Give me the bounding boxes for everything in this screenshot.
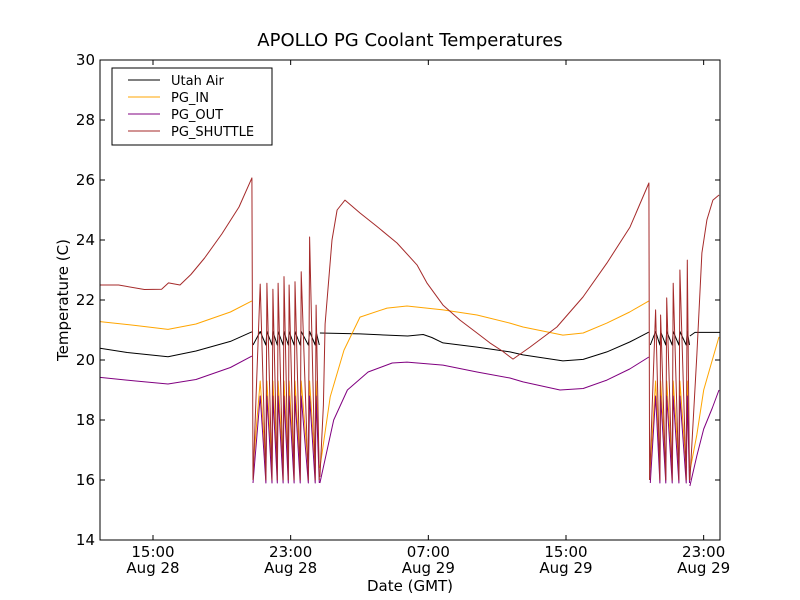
series-line (689, 331, 720, 337)
series-pg-shuttle (100, 177, 720, 481)
series-line (649, 331, 690, 346)
y-tick-label: 28 (76, 111, 95, 129)
x-tick-label-time: 15:00 (131, 543, 174, 561)
y-axis: 14 16 18 20 22 24 26 28 30 (76, 51, 720, 549)
y-tick-label: 18 (76, 411, 95, 429)
x-tick-label-date: Aug 29 (677, 559, 730, 577)
x-tick-label-date: Aug 29 (539, 559, 592, 577)
series-line (689, 336, 720, 472)
y-tick-label: 14 (76, 531, 95, 549)
legend-label: PG_SHUTTLE (171, 125, 254, 140)
series-line (649, 395, 690, 484)
y-tick-label: 24 (76, 231, 95, 249)
legend-label: PG_OUT (171, 108, 223, 123)
series-line (252, 236, 320, 481)
series-line (100, 300, 253, 330)
legend-box (111, 67, 273, 146)
series-line (100, 331, 253, 358)
series-line (649, 259, 690, 481)
legend: Utah Air PG_IN PG_OUT PG_SHUTTLE (111, 67, 273, 146)
x-tick-label-date: Aug 29 (402, 559, 455, 577)
series-line (689, 194, 720, 481)
series-line (319, 182, 651, 481)
y-tick-label: 26 (76, 171, 95, 189)
x-tick-label-date: Aug 28 (264, 559, 317, 577)
x-tick-label-time: 23:00 (269, 543, 312, 561)
y-tick-label: 30 (76, 51, 95, 69)
y-axis-label: Temperature (C) (54, 239, 72, 362)
y-tick-label: 16 (76, 471, 95, 489)
series-line (689, 389, 720, 487)
series-line (319, 356, 650, 484)
x-tick-label-date: Aug 28 (126, 559, 179, 577)
x-axis-label: Date (GMT) (367, 577, 453, 595)
x-tick-label-time: 15:00 (544, 543, 587, 561)
x-tick-label-time: 07:00 (407, 543, 450, 561)
series-layer (100, 177, 720, 487)
y-tick-label: 20 (76, 351, 95, 369)
series-line (100, 177, 254, 481)
x-tick-label-time: 23:00 (682, 543, 725, 561)
series-line (319, 300, 650, 469)
legend-label: PG_IN (171, 91, 209, 106)
series-line (100, 355, 253, 385)
series-line (319, 331, 650, 362)
series-pg-out (100, 355, 720, 487)
y-tick-label: 22 (76, 291, 95, 309)
chart-title: APOLLO PG Coolant Temperatures (257, 30, 562, 51)
legend-label: Utah Air (171, 74, 224, 89)
series-line (252, 395, 320, 484)
